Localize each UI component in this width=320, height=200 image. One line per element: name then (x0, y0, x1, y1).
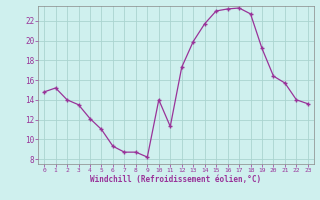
X-axis label: Windchill (Refroidissement éolien,°C): Windchill (Refroidissement éolien,°C) (91, 175, 261, 184)
